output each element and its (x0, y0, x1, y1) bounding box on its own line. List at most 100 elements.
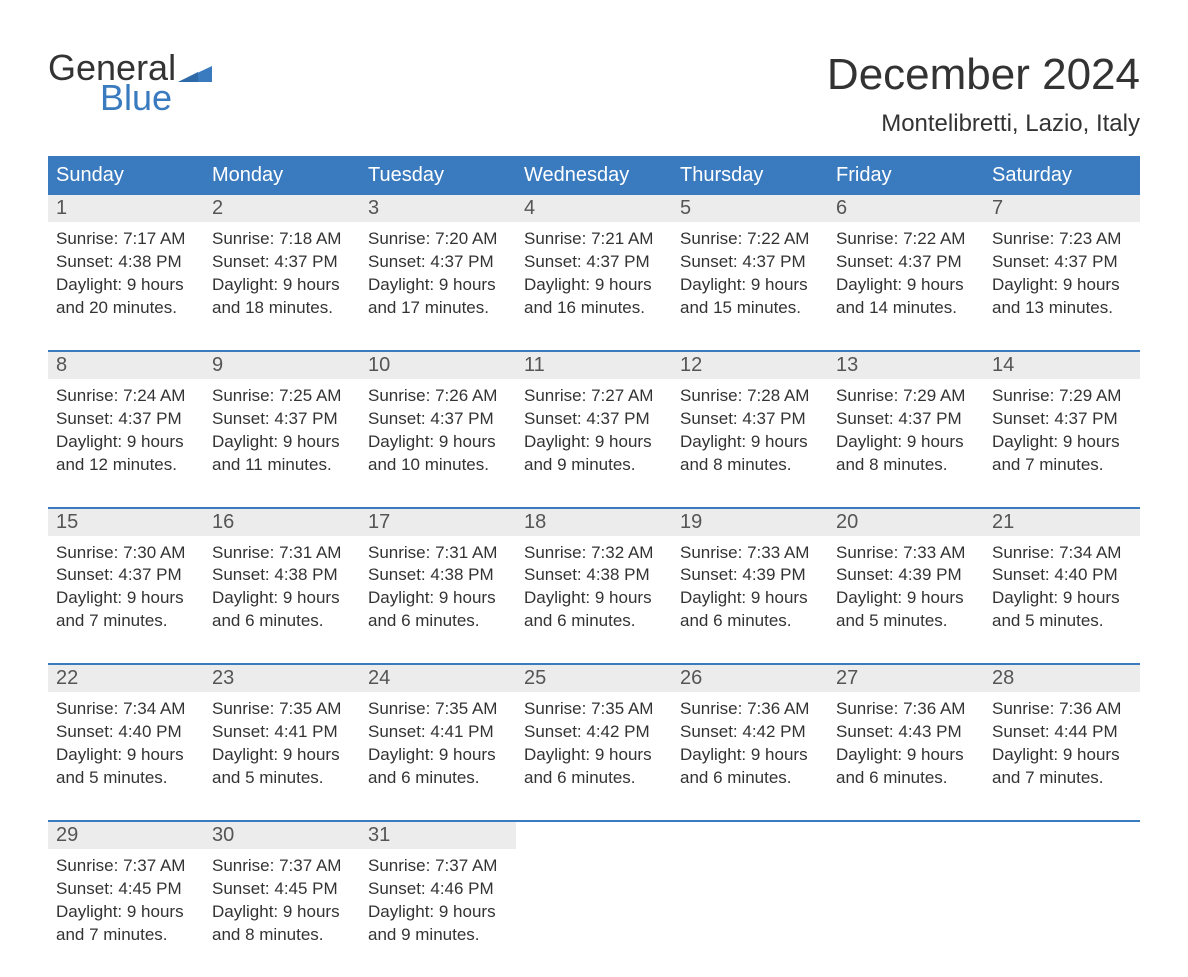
day-sunset-line: Sunset: 4:37 PM (836, 408, 976, 431)
month-title: December 2024 (827, 50, 1140, 100)
day-content-row: Sunrise: 7:24 AMSunset: 4:37 PMDaylight:… (48, 379, 1140, 507)
day-sunrise-line: Sunrise: 7:33 AM (836, 542, 976, 565)
location-subtitle: Montelibretti, Lazio, Italy (827, 110, 1140, 138)
logo: General Blue (48, 50, 212, 116)
day-sunset-line: Sunset: 4:45 PM (212, 878, 352, 901)
day-number-cell: 29 (48, 822, 204, 849)
day-content-cell: Sunrise: 7:37 AMSunset: 4:45 PMDaylight:… (204, 849, 360, 977)
day-dl2-line: and 8 minutes. (212, 924, 352, 947)
day-dl1-line: Daylight: 9 hours (368, 274, 508, 297)
day-content-cell: Sunrise: 7:26 AMSunset: 4:37 PMDaylight:… (360, 379, 516, 507)
day-sunrise-line: Sunrise: 7:30 AM (56, 542, 196, 565)
day-number-cell: 8 (48, 352, 204, 379)
day-dl2-line: and 18 minutes. (212, 297, 352, 320)
day-sunrise-line: Sunrise: 7:36 AM (992, 698, 1132, 721)
day-dl2-line: and 9 minutes. (524, 454, 664, 477)
day-sunset-line: Sunset: 4:37 PM (680, 408, 820, 431)
weekday-header: Friday (828, 156, 984, 195)
day-dl2-line: and 16 minutes. (524, 297, 664, 320)
day-dl1-line: Daylight: 9 hours (56, 274, 196, 297)
day-content-cell: Sunrise: 7:34 AMSunset: 4:40 PMDaylight:… (984, 536, 1140, 664)
day-dl1-line: Daylight: 9 hours (836, 431, 976, 454)
day-dl2-line: and 8 minutes. (680, 454, 820, 477)
title-block: December 2024 Montelibretti, Lazio, Ital… (827, 50, 1140, 138)
day-sunset-line: Sunset: 4:41 PM (212, 721, 352, 744)
header: General Blue December 2024 Montelibretti… (48, 50, 1140, 138)
day-sunrise-line: Sunrise: 7:33 AM (680, 542, 820, 565)
day-dl1-line: Daylight: 9 hours (56, 744, 196, 767)
day-sunset-line: Sunset: 4:41 PM (368, 721, 508, 744)
day-sunset-line: Sunset: 4:37 PM (836, 251, 976, 274)
day-dl1-line: Daylight: 9 hours (836, 744, 976, 767)
day-number-cell: 24 (360, 665, 516, 692)
day-number-cell: 25 (516, 665, 672, 692)
day-content-cell: Sunrise: 7:36 AMSunset: 4:44 PMDaylight:… (984, 692, 1140, 820)
day-sunrise-line: Sunrise: 7:23 AM (992, 228, 1132, 251)
day-content-cell: Sunrise: 7:24 AMSunset: 4:37 PMDaylight:… (48, 379, 204, 507)
day-dl1-line: Daylight: 9 hours (992, 431, 1132, 454)
day-dl1-line: Daylight: 9 hours (992, 744, 1132, 767)
day-number-cell (672, 822, 828, 849)
day-content-cell: Sunrise: 7:35 AMSunset: 4:41 PMDaylight:… (204, 692, 360, 820)
day-content-cell: Sunrise: 7:33 AMSunset: 4:39 PMDaylight:… (672, 536, 828, 664)
day-number-cell: 26 (672, 665, 828, 692)
day-number-cell: 30 (204, 822, 360, 849)
day-dl2-line: and 11 minutes. (212, 454, 352, 477)
day-sunrise-line: Sunrise: 7:32 AM (524, 542, 664, 565)
day-number-row: 891011121314 (48, 352, 1140, 379)
day-sunset-line: Sunset: 4:45 PM (56, 878, 196, 901)
day-sunset-line: Sunset: 4:37 PM (992, 251, 1132, 274)
day-sunrise-line: Sunrise: 7:20 AM (368, 228, 508, 251)
day-content-cell (516, 849, 672, 977)
day-number-cell: 7 (984, 195, 1140, 222)
day-dl1-line: Daylight: 9 hours (368, 587, 508, 610)
day-dl1-line: Daylight: 9 hours (992, 587, 1132, 610)
day-number-cell: 3 (360, 195, 516, 222)
day-dl1-line: Daylight: 9 hours (212, 744, 352, 767)
day-number-cell: 10 (360, 352, 516, 379)
day-sunrise-line: Sunrise: 7:26 AM (368, 385, 508, 408)
day-number-cell: 15 (48, 509, 204, 536)
day-content-cell: Sunrise: 7:31 AMSunset: 4:38 PMDaylight:… (204, 536, 360, 664)
day-dl2-line: and 7 minutes. (992, 454, 1132, 477)
day-dl2-line: and 5 minutes. (992, 610, 1132, 633)
page: General Blue December 2024 Montelibretti… (0, 0, 1188, 977)
day-sunset-line: Sunset: 4:40 PM (56, 721, 196, 744)
day-dl2-line: and 15 minutes. (680, 297, 820, 320)
day-sunset-line: Sunset: 4:38 PM (524, 564, 664, 587)
day-dl2-line: and 8 minutes. (836, 454, 976, 477)
day-number-cell (516, 822, 672, 849)
day-content-row: Sunrise: 7:37 AMSunset: 4:45 PMDaylight:… (48, 849, 1140, 977)
day-sunrise-line: Sunrise: 7:21 AM (524, 228, 664, 251)
day-sunset-line: Sunset: 4:37 PM (992, 408, 1132, 431)
day-content-cell: Sunrise: 7:20 AMSunset: 4:37 PMDaylight:… (360, 222, 516, 350)
day-content-cell: Sunrise: 7:31 AMSunset: 4:38 PMDaylight:… (360, 536, 516, 664)
day-number-row: 15161718192021 (48, 509, 1140, 536)
day-dl2-line: and 6 minutes. (368, 610, 508, 633)
day-number-cell: 17 (360, 509, 516, 536)
day-number-row: 293031 (48, 822, 1140, 849)
day-dl1-line: Daylight: 9 hours (524, 431, 664, 454)
day-number-cell: 6 (828, 195, 984, 222)
day-sunset-line: Sunset: 4:37 PM (524, 251, 664, 274)
day-sunset-line: Sunset: 4:42 PM (524, 721, 664, 744)
day-dl2-line: and 20 minutes. (56, 297, 196, 320)
day-dl2-line: and 7 minutes. (992, 767, 1132, 790)
day-sunrise-line: Sunrise: 7:35 AM (524, 698, 664, 721)
weekday-header: Thursday (672, 156, 828, 195)
day-dl2-line: and 7 minutes. (56, 924, 196, 947)
day-sunrise-line: Sunrise: 7:28 AM (680, 385, 820, 408)
day-dl1-line: Daylight: 9 hours (680, 274, 820, 297)
day-sunset-line: Sunset: 4:38 PM (212, 564, 352, 587)
day-sunrise-line: Sunrise: 7:24 AM (56, 385, 196, 408)
day-number-cell: 21 (984, 509, 1140, 536)
day-content-cell (672, 849, 828, 977)
calendar-body: 1234567Sunrise: 7:17 AMSunset: 4:38 PMDa… (48, 195, 1140, 977)
day-content-cell: Sunrise: 7:36 AMSunset: 4:43 PMDaylight:… (828, 692, 984, 820)
day-sunrise-line: Sunrise: 7:31 AM (368, 542, 508, 565)
weekday-header: Tuesday (360, 156, 516, 195)
day-content-cell: Sunrise: 7:34 AMSunset: 4:40 PMDaylight:… (48, 692, 204, 820)
day-dl2-line: and 17 minutes. (368, 297, 508, 320)
day-sunset-line: Sunset: 4:46 PM (368, 878, 508, 901)
day-dl1-line: Daylight: 9 hours (992, 274, 1132, 297)
